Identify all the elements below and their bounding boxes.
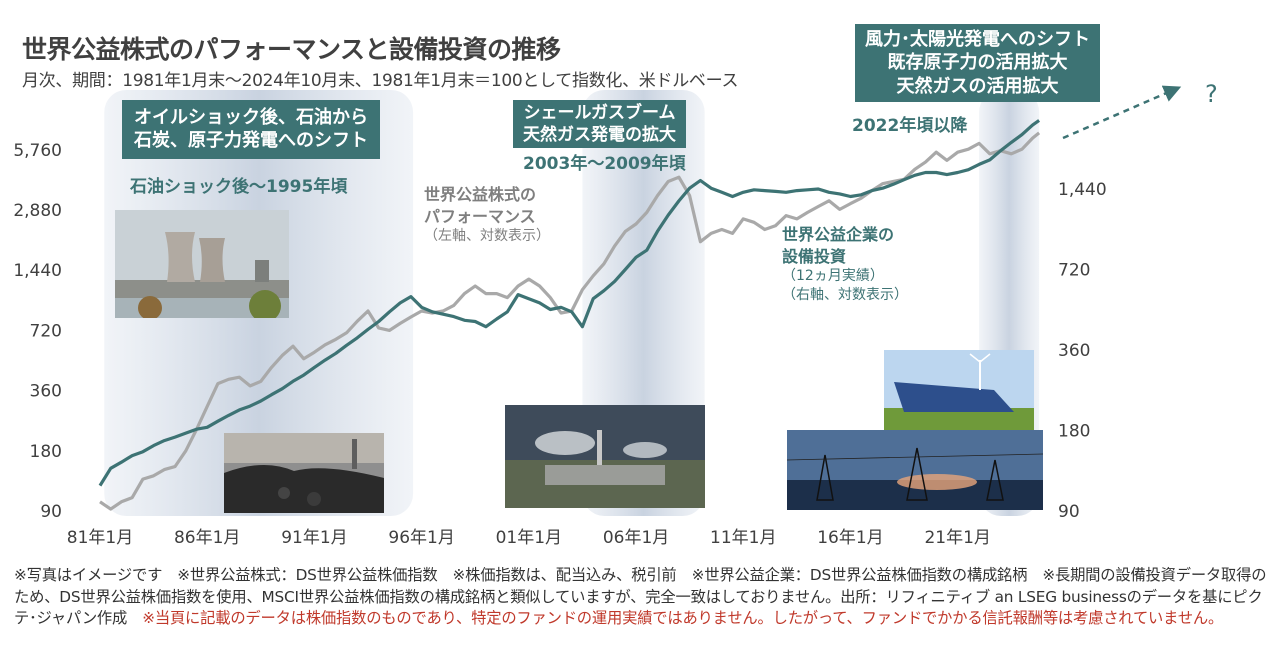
left-axis-tick-label: 1,440 bbox=[13, 261, 62, 281]
x-axis-tick-label: 11年1月 bbox=[710, 528, 776, 548]
capex-annotation-line: 世界公益企業の bbox=[782, 224, 908, 246]
footnote-disclaimer: ※当頁に記載のデータは株価指数のものであり、特定のファンドの運用実績ではありませ… bbox=[142, 609, 1223, 627]
equity-annotation-note: （左軸、対数表示） bbox=[424, 227, 550, 246]
phase-box-line: 風力･太陽光発電へのシフト bbox=[865, 28, 1090, 51]
x-axis-tick-label: 81年1月 bbox=[67, 528, 133, 548]
equity-annotation-line: パフォーマンス bbox=[424, 206, 550, 228]
left-axis-tick-label: 720 bbox=[30, 321, 62, 341]
left-axis-tick-label: 360 bbox=[30, 382, 62, 402]
footnote: ※写真はイメージです ※世界公益株式：DS世界公益株価指数 ※株価指数は、配当込… bbox=[14, 565, 1274, 630]
capex-annotation-note: （12ヵ月実績） bbox=[782, 267, 908, 286]
right-axis-tick-label: 180 bbox=[1058, 422, 1090, 442]
photo-power-transmission-towers bbox=[787, 430, 1043, 510]
question-mark: ? bbox=[1205, 80, 1218, 108]
phase-period-oil-shock: 石油ショック後～1995年頃 bbox=[130, 172, 347, 197]
photo-solar-panels-wind-turbines bbox=[884, 350, 1034, 430]
phase-period-shale-gas: 2003年～2009年頃 bbox=[523, 149, 686, 174]
x-axis-tick-label: 96年1月 bbox=[388, 528, 454, 548]
phase-box-line: 石炭、原子力発電へのシフト bbox=[134, 129, 368, 152]
phase-box-line: オイルショック後、石油から bbox=[134, 106, 368, 129]
left-axis-tick-label: 90 bbox=[40, 502, 62, 522]
capex-annotation-line: 設備投資 bbox=[782, 246, 908, 268]
phase-box-line: シェールガスブーム bbox=[523, 102, 676, 124]
photo-gas-power-plant bbox=[505, 405, 705, 508]
photo-coal-pile bbox=[224, 433, 384, 513]
x-axis-tick-label: 91年1月 bbox=[281, 528, 347, 548]
left-axis-tick-label: 180 bbox=[30, 442, 62, 462]
phase-box-line: 既存原子力の活用拡大 bbox=[865, 51, 1090, 74]
phase-box-line: 天然ガスの活用拡大 bbox=[865, 75, 1090, 98]
right-axis-tick-label: 1,440 bbox=[1058, 180, 1107, 200]
phase-box-oil-shock: オイルショック後、石油から 石炭、原子力発電へのシフト bbox=[122, 100, 380, 159]
phase-box-shale-gas: シェールガスブーム 天然ガス発電の拡大 bbox=[513, 100, 686, 148]
phase-period-renewables: 2022年頃以降 bbox=[852, 111, 967, 136]
left-axis-tick-label: 2,880 bbox=[13, 201, 62, 221]
right-axis-tick-label: 720 bbox=[1058, 261, 1090, 281]
right-axis-tick-label: 360 bbox=[1058, 341, 1090, 361]
left-axis-tick-label: 5,760 bbox=[13, 141, 62, 161]
x-axis-tick-label: 86年1月 bbox=[174, 528, 240, 548]
x-axis-tick-label: 01年1月 bbox=[496, 528, 562, 548]
right-axis-tick-label: 90 bbox=[1058, 502, 1080, 522]
x-axis-tick-label: 06年1月 bbox=[603, 528, 669, 548]
phase-box-renewables: 風力･太陽光発電へのシフト 既存原子力の活用拡大 天然ガスの活用拡大 bbox=[855, 24, 1100, 102]
x-axis-tick-label: 21年1月 bbox=[924, 528, 990, 548]
x-axis-tick-label: 16年1月 bbox=[817, 528, 883, 548]
phase-box-line: 天然ガス発電の拡大 bbox=[523, 124, 676, 146]
equity-annotation-line: 世界公益株式の bbox=[424, 184, 550, 206]
photo-power-plant-cooling-towers bbox=[115, 210, 289, 318]
capex-annotation: 世界公益企業の 設備投資 （12ヵ月実績） （右軸、対数表示） bbox=[782, 224, 908, 305]
capex-annotation-note: （右軸、対数表示） bbox=[782, 286, 908, 305]
equity-annotation: 世界公益株式の パフォーマンス （左軸、対数表示） bbox=[424, 184, 550, 246]
